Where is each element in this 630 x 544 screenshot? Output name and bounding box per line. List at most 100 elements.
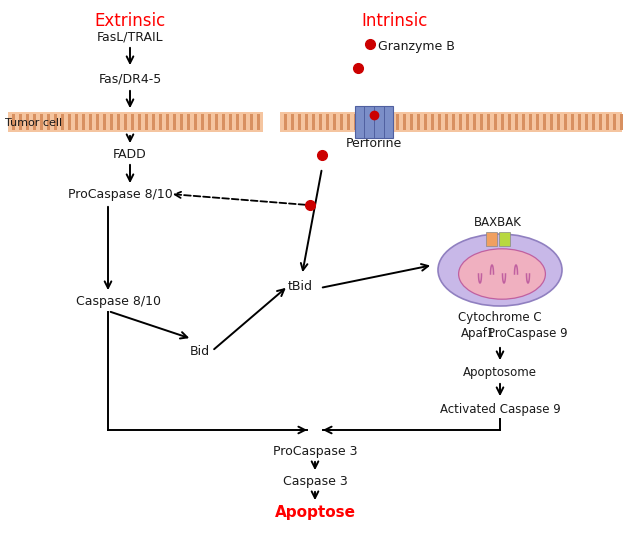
- Bar: [487, 114, 490, 130]
- Bar: [396, 114, 399, 130]
- Bar: [361, 114, 364, 130]
- Bar: [424, 114, 427, 130]
- Text: Activated Caspase 9: Activated Caspase 9: [440, 403, 560, 416]
- Text: tBid: tBid: [287, 280, 312, 293]
- Bar: [103, 114, 106, 130]
- Text: Granzyme B: Granzyme B: [378, 40, 455, 53]
- Bar: [250, 114, 253, 130]
- Text: Fas/DR4-5: Fas/DR4-5: [98, 72, 162, 85]
- Bar: [257, 114, 260, 130]
- Bar: [298, 114, 301, 130]
- Bar: [19, 114, 22, 130]
- Bar: [557, 114, 560, 130]
- Text: Tumor cell: Tumor cell: [5, 118, 62, 128]
- Bar: [599, 114, 602, 130]
- Bar: [96, 114, 99, 130]
- Bar: [499, 232, 510, 246]
- Bar: [222, 114, 225, 130]
- Bar: [145, 114, 148, 130]
- Bar: [243, 114, 246, 130]
- Bar: [375, 114, 378, 130]
- Bar: [473, 114, 476, 130]
- Bar: [110, 114, 113, 130]
- Bar: [180, 114, 183, 130]
- Bar: [368, 114, 371, 130]
- Bar: [382, 114, 385, 130]
- Bar: [152, 114, 155, 130]
- Bar: [564, 114, 567, 130]
- Bar: [333, 114, 336, 130]
- Bar: [194, 114, 197, 130]
- Bar: [166, 114, 169, 130]
- Bar: [68, 114, 71, 130]
- Bar: [40, 114, 43, 130]
- Bar: [201, 114, 204, 130]
- Bar: [82, 114, 85, 130]
- Bar: [445, 114, 448, 130]
- Bar: [354, 114, 357, 130]
- Text: Extrinsic: Extrinsic: [94, 12, 166, 30]
- Bar: [8, 112, 263, 132]
- Bar: [501, 114, 504, 130]
- Bar: [494, 114, 497, 130]
- Text: ProCaspase 3: ProCaspase 3: [273, 445, 357, 458]
- Bar: [305, 114, 308, 130]
- Text: ProCaspase 8/10: ProCaspase 8/10: [67, 188, 173, 201]
- Bar: [410, 114, 413, 130]
- Bar: [389, 114, 392, 130]
- Text: Apoptose: Apoptose: [275, 505, 355, 520]
- Bar: [466, 114, 469, 130]
- Bar: [280, 112, 622, 132]
- Bar: [347, 114, 350, 130]
- Bar: [173, 114, 176, 130]
- Bar: [47, 114, 50, 130]
- Bar: [452, 114, 455, 130]
- Bar: [124, 114, 127, 130]
- Text: Caspase 8/10: Caspase 8/10: [76, 295, 161, 308]
- Bar: [403, 114, 406, 130]
- Bar: [54, 114, 57, 130]
- Bar: [515, 114, 518, 130]
- Bar: [536, 114, 539, 130]
- Text: Caspase 3: Caspase 3: [283, 475, 347, 488]
- Bar: [459, 114, 462, 130]
- Bar: [208, 114, 211, 130]
- Bar: [61, 114, 64, 130]
- Text: Bid: Bid: [190, 345, 210, 358]
- Bar: [33, 114, 36, 130]
- Text: BAXBAK: BAXBAK: [474, 216, 522, 229]
- Bar: [187, 114, 190, 130]
- Text: Perforine: Perforine: [346, 137, 402, 150]
- Text: Apaf1: Apaf1: [461, 327, 495, 340]
- Text: Cytochrome C: Cytochrome C: [458, 311, 542, 324]
- Bar: [291, 114, 294, 130]
- Bar: [215, 114, 218, 130]
- Bar: [578, 114, 581, 130]
- Bar: [131, 114, 134, 130]
- Bar: [12, 114, 15, 130]
- Bar: [438, 114, 441, 130]
- Bar: [550, 114, 553, 130]
- Bar: [508, 114, 511, 130]
- Bar: [431, 114, 434, 130]
- Bar: [480, 114, 483, 130]
- Bar: [75, 114, 78, 130]
- Bar: [340, 114, 343, 130]
- Bar: [585, 114, 588, 130]
- Bar: [319, 114, 322, 130]
- Text: ProCaspase 9: ProCaspase 9: [488, 327, 568, 340]
- Ellipse shape: [459, 249, 546, 299]
- Bar: [592, 114, 595, 130]
- Ellipse shape: [438, 234, 562, 306]
- Text: FasL/TRAIL: FasL/TRAIL: [96, 30, 163, 43]
- Bar: [529, 114, 532, 130]
- Bar: [236, 114, 239, 130]
- Bar: [571, 114, 574, 130]
- Bar: [89, 114, 92, 130]
- Bar: [326, 114, 329, 130]
- Bar: [522, 114, 525, 130]
- Bar: [284, 114, 287, 130]
- Text: Apoptosome: Apoptosome: [463, 366, 537, 379]
- Bar: [229, 114, 232, 130]
- Bar: [486, 232, 497, 246]
